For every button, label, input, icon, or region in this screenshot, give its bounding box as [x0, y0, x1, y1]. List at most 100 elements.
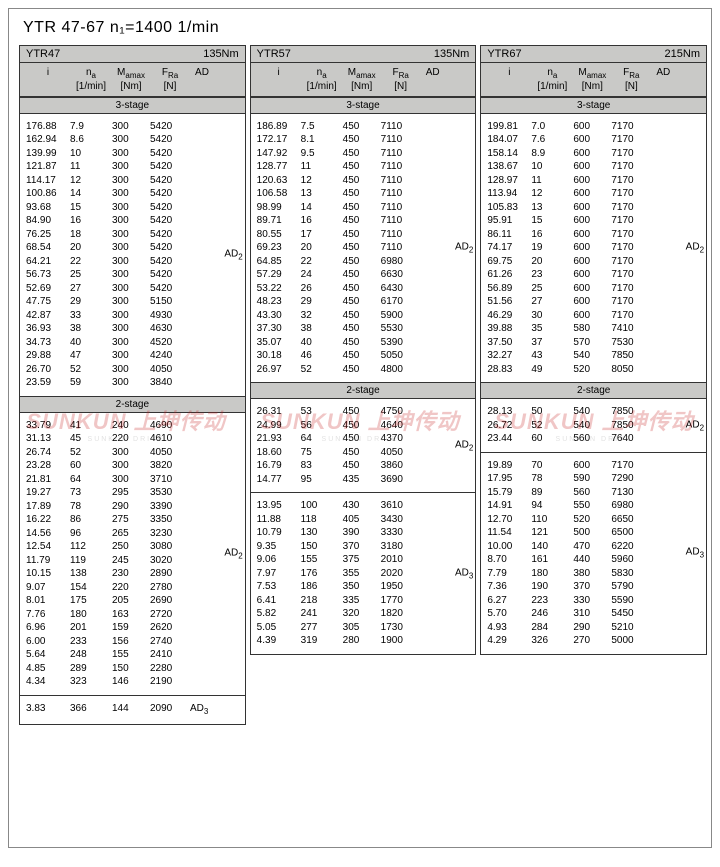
- table-row: 23.28603003820: [26, 459, 243, 473]
- table-row: 47.75293005150: [26, 295, 243, 309]
- table-row: 56.89256007170: [487, 282, 704, 296]
- column-headers: i na[1/min] Mamax[Nm] FRa[N] AD: [20, 63, 245, 97]
- table-row: 5.702463105450: [487, 607, 704, 621]
- table-row: 12.701105206650: [487, 513, 704, 527]
- table-row: 11.881184053430: [257, 513, 474, 527]
- table-row: 3.833661442090AD3: [26, 702, 243, 718]
- table-row: 12.541122503080: [26, 540, 243, 554]
- data-block: 26.3153450475024.9956450464021.936445043…: [251, 399, 476, 492]
- ad-label: AD2: [686, 242, 704, 255]
- model-name: YTR57: [257, 48, 291, 60]
- table-row: 16.79834503860: [257, 459, 474, 473]
- table-row: 64.21223005420: [26, 255, 243, 269]
- stage-label: 2-stage: [20, 396, 245, 413]
- table-row: 7.791803805830: [487, 567, 704, 581]
- table-row: 128.77114507110: [257, 160, 474, 174]
- table-row: 11.791192453020: [26, 554, 243, 568]
- table-row: 14.77954353690: [257, 473, 474, 487]
- table-row: 53.22264506430: [257, 282, 474, 296]
- data-block: 28.1350540785026.7252540785023.446056076…: [481, 399, 706, 452]
- table-row: 61.26236007170: [487, 268, 704, 282]
- table-row: 36.93383004630: [26, 322, 243, 336]
- table-row: 95.91156007170: [487, 214, 704, 228]
- table-row: 76.25183005420: [26, 228, 243, 242]
- table-row: 15.79895607130: [487, 486, 704, 500]
- table-row: 9.351503703180: [257, 540, 474, 554]
- table-row: 113.94126007170: [487, 187, 704, 201]
- table-row: 93.68153005420: [26, 201, 243, 215]
- box-header: YTR67215Nm: [481, 46, 706, 63]
- table-row: 42.87333004930: [26, 309, 243, 323]
- data-block: 176.887.93005420162.948.63005420139.9910…: [20, 114, 245, 396]
- table-row: 26.74523004050: [26, 446, 243, 460]
- ad-label: AD2: [224, 248, 242, 261]
- table-row: 19.89706007170: [487, 459, 704, 473]
- table-row: 199.817.06007170: [487, 120, 704, 134]
- table-row: 89.71164507110: [257, 214, 474, 228]
- torque: 135Nm: [434, 48, 469, 60]
- table-row: 5.642481552410: [26, 648, 243, 662]
- table-row: 121.87113005420: [26, 160, 243, 174]
- table-row: 43.30324505900: [257, 309, 474, 323]
- table-row: 31.13452204610: [26, 432, 243, 446]
- table-row: 33.79412404690: [26, 419, 243, 433]
- table-row: 19.27732953530: [26, 486, 243, 500]
- table-row: 6.272233305590: [487, 594, 704, 608]
- table-row: 9.061553752010: [257, 553, 474, 567]
- table-row: 139.99103005420: [26, 147, 243, 161]
- table-row: 69.75206007170: [487, 255, 704, 269]
- table-row: 26.97524504800: [257, 363, 474, 377]
- ad-label: AD2: [224, 547, 242, 560]
- ad-label: AD3: [190, 702, 214, 718]
- columns-wrap: YTR47 135Nm i na[1/min] Mamax[Nm] FRa[N] A…: [19, 45, 707, 731]
- table-row: 26.31534504750: [257, 405, 474, 419]
- ad-label: AD2: [455, 242, 473, 255]
- table-row: 18.60754504050: [257, 446, 474, 460]
- torque: 135Nm: [203, 48, 238, 60]
- column-headers: i na[1/min] Mamax[Nm] FRa[N] AD: [251, 63, 476, 97]
- table-row: 172.178.14507110: [257, 133, 474, 147]
- table-row: 26.70523004050: [26, 363, 243, 377]
- table-row: 51.56276007170: [487, 295, 704, 309]
- table-row: 100.86143005420: [26, 187, 243, 201]
- stage-label: 2-stage: [481, 382, 706, 399]
- table-row: 162.948.63005420: [26, 133, 243, 147]
- data-block: 19.8970600717017.9578590729015.798956071…: [481, 452, 706, 654]
- table-row: 21.81643003710: [26, 473, 243, 487]
- table-row: 158.148.96007170: [487, 147, 704, 161]
- table-row: 184.077.66007170: [487, 133, 704, 147]
- table-row: 48.23294506170: [257, 295, 474, 309]
- table-row: 6.962011592620: [26, 621, 243, 635]
- table-row: 64.85224506980: [257, 255, 474, 269]
- table-row: 21.93644504370: [257, 432, 474, 446]
- page-title: YTR 47-67 n₁=1400 1/min: [19, 15, 707, 45]
- table-row: 4.852891502280: [26, 662, 243, 676]
- column-headers: i na[1/min] Mamax[Nm] FRa[N] AD: [481, 63, 706, 97]
- table-row: 39.88355807410: [487, 322, 704, 336]
- model-column: YTR67215Nmi na[1/min] Mamax[Nm] FRa[N] A…: [480, 45, 707, 731]
- ad-label: AD3: [686, 547, 704, 560]
- table-row: 37.50375707530: [487, 336, 704, 350]
- table-row: 80.55174507110: [257, 228, 474, 242]
- table-row: 10.791303903330: [257, 526, 474, 540]
- table-row: 8.701614405960: [487, 553, 704, 567]
- table-row: 37.30384505530: [257, 322, 474, 336]
- model-box: YTR47 135Nm i na[1/min] Mamax[Nm] FRa[N] A…: [19, 45, 246, 725]
- table-row: 128.97116007170: [487, 174, 704, 188]
- table-row: 138.67106007170: [487, 160, 704, 174]
- table-row: 30.18464505050: [257, 349, 474, 363]
- table-row: 4.932842905210: [487, 621, 704, 635]
- table-row: 74.17196007170: [487, 241, 704, 255]
- table-row: 84.90163005420: [26, 214, 243, 228]
- table-row: 4.393192801900: [257, 634, 474, 648]
- data-block: 3.833661442090AD3: [20, 695, 245, 724]
- table-row: 105.83136007170: [487, 201, 704, 215]
- model-name: YTR47: [26, 48, 60, 60]
- stage-label: 3-stage: [481, 97, 706, 114]
- spec-sheet-frame: YTR 47-67 n₁=1400 1/min YTR47 135Nm i na[1…: [8, 8, 712, 848]
- table-row: 24.99564504640: [257, 419, 474, 433]
- table-row: 13.951004303610: [257, 499, 474, 513]
- stage-label: 3-stage: [20, 97, 245, 114]
- ad-label: AD2: [455, 439, 473, 452]
- box-header: YTR57 135Nm: [251, 46, 476, 63]
